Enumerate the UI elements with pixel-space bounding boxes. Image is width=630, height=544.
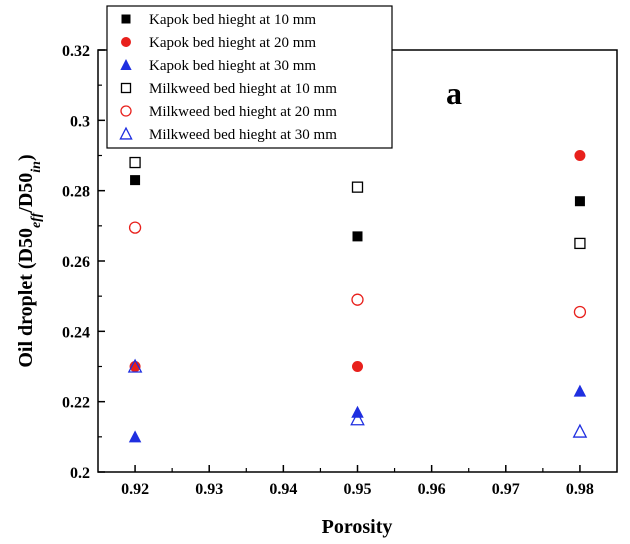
data-point — [574, 196, 585, 207]
legend-label: Kapok bed hieght at 30 mm — [149, 58, 316, 74]
data-point — [130, 175, 141, 186]
legend-marker — [120, 59, 132, 70]
legend-label: Kapok bed hieght at 10 mm — [149, 12, 316, 28]
data-point — [352, 361, 363, 372]
data-point — [352, 231, 363, 242]
data-point — [129, 156, 141, 169]
y-tick-label: 0.32 — [62, 43, 90, 60]
data-point — [573, 384, 587, 397]
x-tick-label: 0.95 — [344, 481, 372, 498]
x-tick-label: 0.98 — [566, 481, 594, 498]
y-tick-label: 0.3 — [70, 113, 90, 130]
x-tick-label: 0.93 — [195, 481, 223, 498]
data-marks — [127, 150, 588, 443]
panel-label: a — [446, 75, 462, 111]
data-point — [351, 293, 364, 306]
x-tick-label: 0.92 — [121, 481, 149, 498]
x-tick-label: 0.97 — [492, 481, 520, 498]
legend-marker — [119, 126, 133, 140]
legend-marker — [121, 14, 131, 24]
data-point — [350, 411, 365, 426]
data-point — [572, 423, 588, 438]
y-tick-label: 0.26 — [62, 254, 90, 271]
legend-label: Kapok bed hieght at 20 mm — [149, 35, 316, 51]
x-axis: 0.92 0.93 0.94 0.95 0.96 0.97 0.98 — [121, 465, 594, 498]
legend: Kapok bed hieght at 10 mm Kapok bed hiegh… — [106, 5, 393, 149]
data-point — [128, 430, 142, 443]
data-point — [574, 237, 586, 250]
data-point — [128, 221, 142, 234]
data-point — [351, 181, 364, 193]
data-point — [573, 305, 587, 319]
y-tick-label: 0.22 — [62, 395, 90, 412]
legend-label: Milkweed bed hieght at 10 mm — [149, 81, 337, 97]
x-tick-label: 0.96 — [418, 481, 446, 498]
y-axis-title: Oil droplet (D50eff/D50in) — [15, 154, 44, 367]
x-tick-label: 0.94 — [269, 481, 297, 498]
data-point — [129, 361, 141, 372]
y-axis: 0.2 0.22 0.24 0.26 0.28 0.3 0.32 — [62, 43, 105, 482]
y-tick-label: 0.2 — [70, 465, 90, 482]
legend-label: Milkweed bed hieght at 30 mm — [149, 127, 337, 143]
y-tick-label: 0.24 — [62, 324, 90, 341]
x-axis-title: Porosity — [322, 516, 393, 538]
y-tick-label: 0.28 — [62, 184, 90, 201]
legend-label: Milkweed bed hieght at 20 mm — [149, 104, 337, 120]
legend-marker — [121, 37, 131, 47]
data-point — [127, 358, 143, 373]
legend-box — [106, 5, 393, 149]
legend-marker — [120, 105, 132, 117]
data-point — [574, 150, 586, 161]
legend-marker — [120, 82, 132, 94]
